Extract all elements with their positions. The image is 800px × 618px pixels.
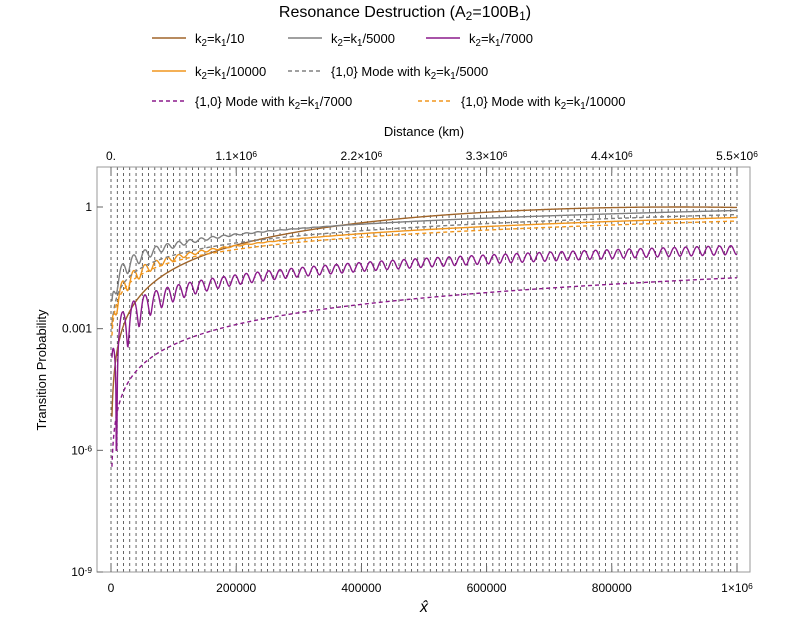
y-axis-label: Transition Probability <box>34 309 49 430</box>
x-tick-label: 400000 <box>341 581 381 595</box>
top-tick-label: 1.1×106 <box>215 149 257 163</box>
series-line <box>111 220 738 336</box>
x-tick-label: 200000 <box>216 581 256 595</box>
top-tick-label: 5.5×106 <box>716 149 758 163</box>
chart-title: Resonance Destruction (A2=100B1) <box>279 4 531 23</box>
x-axis-label: x̂ <box>419 599 429 616</box>
legend-label: k2=k1/10000 <box>195 64 266 82</box>
x-tick-label: 1×106 <box>721 581 753 595</box>
series-line <box>111 209 737 302</box>
top-axis-label: Distance (km) <box>384 124 464 139</box>
top-axis-ticks: 0. 1.1×106 2.2×106 3.3×106 4.4×106 5.5×106 <box>106 149 758 173</box>
series-line <box>111 244 738 452</box>
y-tick-label: 0.001 <box>62 322 92 336</box>
top-tick-label: 2.2×106 <box>341 149 383 163</box>
y-tick-label: 10-9 <box>71 565 92 579</box>
x-tick-label: 600000 <box>467 581 507 595</box>
top-tick-label: 0. <box>106 149 116 163</box>
plot-area <box>111 206 738 467</box>
series-line <box>111 206 737 417</box>
series-line <box>111 277 738 467</box>
series-line <box>111 216 738 325</box>
legend-label: {1,0} Mode with k2=k1/5000 <box>331 64 488 82</box>
legend-label: {1,0} Mode with k2=k1/7000 <box>195 94 352 112</box>
legend-label: k2=k1/10 <box>195 31 245 49</box>
legend-label: k2=k1/7000 <box>469 31 533 49</box>
y-axis-ticks: 1 0.001 10-6 10-9 <box>62 200 103 579</box>
series-line <box>111 213 738 330</box>
plot-frame <box>96 166 751 573</box>
y-tick-label: 1 <box>85 200 92 214</box>
vertical-grid <box>110 167 738 572</box>
legend: k2=k1/10 k2=k1/5000 k2=k1/7000 k2=k1/10000 {… <box>152 31 625 112</box>
top-tick-label: 4.4×106 <box>591 149 633 163</box>
x-tick-label: 0 <box>108 581 115 595</box>
x-axis-ticks: 0 200000 400000 600000 800000 1×106 <box>108 566 753 595</box>
top-tick-label: 3.3×106 <box>466 149 508 163</box>
y-tick-label: 10-6 <box>71 443 92 457</box>
legend-label: {1,0} Mode with k2=k1/10000 <box>461 94 625 112</box>
legend-label: k2=k1/5000 <box>331 31 395 49</box>
x-tick-label: 800000 <box>592 581 632 595</box>
